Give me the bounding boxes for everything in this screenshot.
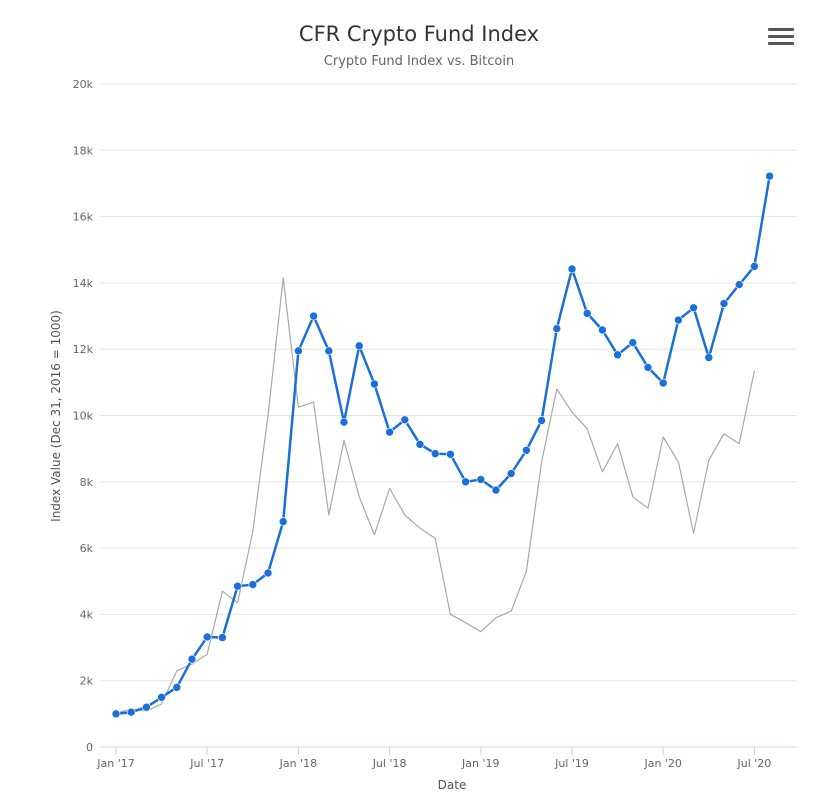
x-tick-label: Jan '20: [643, 757, 681, 770]
data-point-marker: [719, 299, 729, 308]
data-point-marker: [704, 353, 714, 362]
data-point-marker: [248, 580, 258, 589]
data-point-marker: [643, 363, 653, 372]
data-point-marker: [142, 702, 151, 712]
y-tick-label: 8k: [80, 476, 94, 489]
data-point-marker: [400, 415, 410, 425]
data-point-marker: [187, 654, 197, 664]
data-point-marker: [613, 350, 622, 360]
series-markers: [111, 171, 774, 719]
data-point-marker: [446, 449, 455, 459]
data-point-marker: [658, 378, 668, 388]
y-tick-label: 20k: [73, 78, 94, 91]
x-tick-label: Jan '19: [461, 757, 499, 770]
data-point-marker: [430, 449, 440, 458]
x-axis: Jan '17 Jul '17 Jan '18 Jul '18 Jan '19 Jul '…: [96, 746, 797, 770]
data-point-marker: [734, 280, 744, 289]
data-point-marker: [126, 707, 136, 717]
data-point-marker: [218, 633, 227, 642]
data-point-marker: [339, 417, 349, 427]
x-tick-label: Jan '17: [96, 757, 134, 770]
y-tick-label: 12k: [73, 343, 94, 356]
data-point-marker: [674, 315, 683, 325]
data-point-marker: [172, 683, 182, 692]
y-axis-label: Index Value (Dec 31, 2016 = 1000): [49, 310, 63, 522]
data-point-marker: [750, 262, 759, 271]
hamburger-menu-icon[interactable]: [768, 28, 794, 50]
data-point-marker: [370, 379, 379, 389]
data-point-marker: [522, 446, 531, 455]
data-point-marker: [385, 427, 394, 437]
x-tick-label: Jan '18: [279, 757, 317, 770]
fund-index-line: [115, 175, 771, 716]
data-point-marker: [598, 325, 607, 335]
y-tick-label: 0: [86, 741, 93, 754]
data-point-marker: [202, 632, 212, 642]
data-point-marker: [506, 469, 516, 478]
x-tick-label: Jul '18: [372, 757, 407, 770]
data-point-marker: [476, 475, 486, 484]
data-point-marker: [324, 346, 334, 356]
y-tick-label: 2k: [80, 675, 94, 688]
data-point-marker: [415, 440, 425, 449]
y-tick-label: 4k: [80, 608, 94, 621]
menu-line: [768, 42, 794, 45]
data-point-marker: [765, 171, 774, 181]
menu-line: [768, 28, 794, 31]
gridlines: [100, 83, 797, 682]
data-point-marker: [354, 341, 364, 351]
data-point-marker: [294, 346, 303, 356]
chart-subtitle: Crypto Fund Index vs. Bitcoin: [323, 54, 515, 69]
data-point-marker: [567, 264, 577, 274]
x-tick-label: Jul '17: [189, 757, 224, 770]
y-tick-label: 6k: [80, 542, 94, 555]
data-point-marker: [689, 303, 698, 313]
data-point-marker: [111, 709, 121, 719]
data-point-marker: [461, 477, 470, 487]
y-tick-label: 10k: [73, 410, 94, 423]
data-point-marker: [537, 416, 546, 425]
data-point-marker: [263, 568, 273, 578]
y-axis-ticks: 0 2k 4k 6k 8k 10k 12k 14k 16k 18k 20k: [73, 78, 94, 754]
data-point-marker: [278, 517, 288, 526]
x-tick-label: Jul '20: [737, 757, 772, 770]
y-tick-label: 18k: [73, 144, 94, 157]
menu-line: [768, 35, 794, 38]
data-point-marker: [309, 311, 318, 321]
y-tick-label: 14k: [73, 277, 94, 290]
data-point-marker: [233, 581, 242, 591]
x-tick-label: Jul '19: [554, 757, 589, 770]
data-point-marker: [491, 485, 501, 495]
data-point-marker: [157, 692, 166, 702]
series-lines: [115, 175, 771, 716]
data-point-marker: [628, 338, 638, 347]
y-tick-label: 16k: [73, 211, 94, 224]
bitcoin-line: [115, 277, 755, 714]
chart-title: CFR Crypto Fund Index: [298, 22, 540, 46]
data-point-marker: [552, 324, 562, 333]
x-axis-label: Date: [438, 778, 467, 792]
data-point-marker: [582, 309, 592, 318]
